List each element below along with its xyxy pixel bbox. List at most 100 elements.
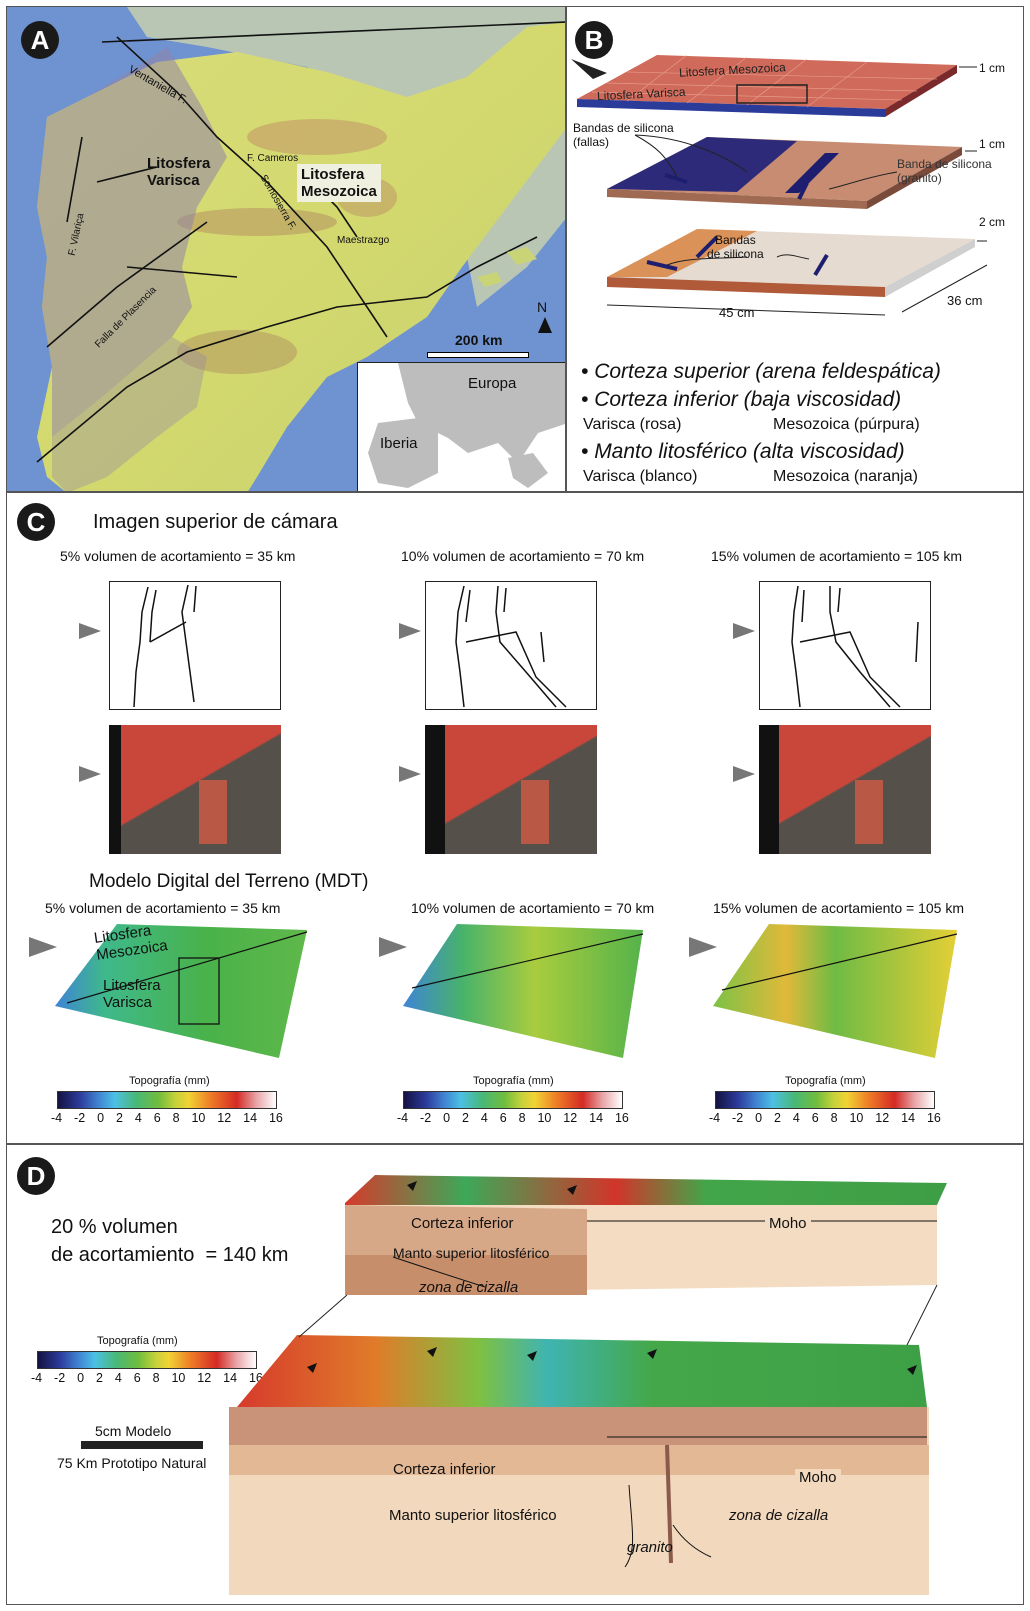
lower-corteza-label: Corteza inferior bbox=[393, 1461, 496, 1478]
panel-d-blocks: D 20 % volumen de acortamiento = 140 km … bbox=[6, 1144, 1024, 1605]
mdt-surface-2 bbox=[403, 924, 643, 1058]
tick: 8 bbox=[518, 1111, 526, 1125]
tick: 0 bbox=[443, 1111, 451, 1125]
fault-lines bbox=[455, 585, 567, 708]
upper-block-topo bbox=[345, 1175, 947, 1213]
tick: 0 bbox=[97, 1111, 105, 1125]
lower-block-topo bbox=[237, 1335, 927, 1407]
tick: 14 bbox=[901, 1111, 916, 1125]
tick: 2 bbox=[773, 1111, 781, 1125]
mdt-label-1: 5% volumen de acortamiento = 35 km bbox=[45, 900, 281, 916]
tick: 8 bbox=[152, 1371, 160, 1385]
upper-moho-label: Moho bbox=[765, 1215, 811, 1232]
fault-sketch-2 bbox=[425, 581, 597, 710]
tick: 16 bbox=[268, 1111, 283, 1125]
label-bandas-fallas: Bandas de silicona (fallas) bbox=[573, 121, 674, 149]
panel-a-badge: A bbox=[21, 21, 59, 59]
scale-bar bbox=[427, 352, 529, 358]
panel-c-badge: C bbox=[17, 503, 55, 541]
tick: 12 bbox=[217, 1111, 232, 1125]
tick: 12 bbox=[875, 1111, 890, 1125]
inset-label-iberia: Iberia bbox=[380, 435, 418, 452]
lower-moho-label: Moho bbox=[795, 1469, 841, 1486]
tick: -2 bbox=[54, 1371, 66, 1385]
tick: 6 bbox=[499, 1111, 507, 1125]
tick: 6 bbox=[811, 1111, 819, 1125]
tick: 0 bbox=[77, 1371, 85, 1385]
upper-corteza-label: Corteza inferior bbox=[411, 1215, 514, 1232]
arrow-icon bbox=[733, 623, 755, 639]
tick: 16 bbox=[614, 1111, 629, 1125]
tick: 12 bbox=[563, 1111, 578, 1125]
panel-d-badge: D bbox=[17, 1157, 55, 1195]
camera-photo-3 bbox=[759, 725, 931, 854]
fault-sketch-3 bbox=[759, 581, 931, 710]
tick: -2 bbox=[74, 1111, 86, 1125]
legend-mantle-text: Manto litosférico (alta viscosidad) bbox=[594, 440, 905, 463]
tick: 14 bbox=[223, 1371, 238, 1385]
panel-d-colorbar-ticks: -4 -2 0 2 4 6 8 10 12 14 16 bbox=[31, 1371, 263, 1385]
label-cameros: F. Cameros bbox=[247, 153, 299, 164]
inset-map: Europa Iberia bbox=[357, 362, 565, 491]
legend-lower-crust-text: Corteza inferior (baja viscosidad) bbox=[594, 388, 902, 411]
tick: 8 bbox=[172, 1111, 180, 1125]
tick: 2 bbox=[95, 1371, 103, 1385]
scale-model-label: 5cm Modelo bbox=[95, 1423, 172, 1439]
camera-label-3: 15% volumen de acortamiento = 105 km bbox=[711, 548, 962, 564]
arrow-icon bbox=[379, 937, 407, 957]
tick: 4 bbox=[114, 1371, 122, 1385]
upper-manto-label: Manto superior litosférico bbox=[393, 1245, 550, 1261]
dim-36cm: 36 cm bbox=[947, 293, 983, 308]
tick: 6 bbox=[133, 1371, 141, 1385]
colorbar-title-1: Topografía (mm) bbox=[129, 1075, 210, 1087]
dim-45cm: 45 cm bbox=[719, 305, 755, 320]
camera-photo-2 bbox=[425, 725, 597, 854]
tick: -2 bbox=[732, 1111, 744, 1125]
camera-photo-1 bbox=[109, 725, 281, 854]
tick: 0 bbox=[755, 1111, 763, 1125]
tick: -4 bbox=[51, 1111, 63, 1125]
colorbar-2 bbox=[403, 1091, 623, 1109]
panel-b-setup: B Litosfera Mesozoica Litosfera Varisca … bbox=[566, 6, 1024, 492]
camera-label-2: 10% volumen de acortamiento = 70 km bbox=[401, 548, 645, 564]
arrow-icon bbox=[79, 623, 101, 639]
legend-upper-crust: • Corteza superior (arena feldespática) bbox=[581, 360, 941, 383]
fault-sketch-1 bbox=[109, 581, 281, 710]
tick: -2 bbox=[420, 1111, 432, 1125]
mdt-overlay-vari: Litosfera Varisca bbox=[103, 977, 161, 1011]
tick: 14 bbox=[589, 1111, 604, 1125]
panel-d-colorbar-title: Topografía (mm) bbox=[97, 1335, 178, 1347]
mdt-surfaces bbox=[55, 924, 958, 1058]
legend-mantle-mesozoica: Mesozoica (naranja) bbox=[773, 468, 918, 485]
colorbar-ticks-2: -4 -2 0 2 4 6 8 10 12 14 16 bbox=[397, 1111, 629, 1125]
tick: 4 bbox=[134, 1111, 142, 1125]
lower-manto-label: Manto superior litosférico bbox=[389, 1507, 557, 1524]
arrow-icon bbox=[399, 623, 421, 639]
dim-1cm-top: 1 cm bbox=[979, 61, 1006, 75]
colorbar-ticks-3: -4 -2 0 2 4 6 8 10 12 14 16 bbox=[709, 1111, 941, 1125]
tick: 12 bbox=[197, 1371, 212, 1385]
panel-b-badge: B bbox=[575, 21, 613, 59]
tick: -4 bbox=[397, 1111, 409, 1125]
tick: 10 bbox=[191, 1111, 206, 1125]
tick: 10 bbox=[537, 1111, 552, 1125]
tick: 2 bbox=[461, 1111, 469, 1125]
panel-d-title: 20 % volumen de acortamiento = 140 km bbox=[51, 1216, 289, 1266]
label-banda-granito: Banda de silicona (granito) bbox=[897, 157, 992, 185]
arrow-icon bbox=[399, 766, 421, 782]
tick: 14 bbox=[243, 1111, 258, 1125]
panel-d-colorbar bbox=[37, 1351, 257, 1369]
legend-mantle: • Manto litosférico (alta viscosidad) bbox=[581, 440, 905, 463]
block-diagrams bbox=[229, 1175, 947, 1595]
arrow-icon bbox=[29, 937, 57, 957]
tick: -4 bbox=[31, 1371, 43, 1385]
legend-lower-varisca: Varisca (rosa) bbox=[583, 416, 682, 433]
arrow-icon bbox=[689, 937, 717, 957]
colorbar-1 bbox=[57, 1091, 277, 1109]
arrow-icon bbox=[79, 766, 101, 782]
arrow-icon bbox=[733, 766, 755, 782]
colorbar-title-3: Topografía (mm) bbox=[785, 1075, 866, 1087]
tick: 16 bbox=[926, 1111, 941, 1125]
camera-label-1: 5% volumen de acortamiento = 35 km bbox=[60, 548, 296, 564]
camera-title: Imagen superior de cámara bbox=[93, 511, 338, 533]
